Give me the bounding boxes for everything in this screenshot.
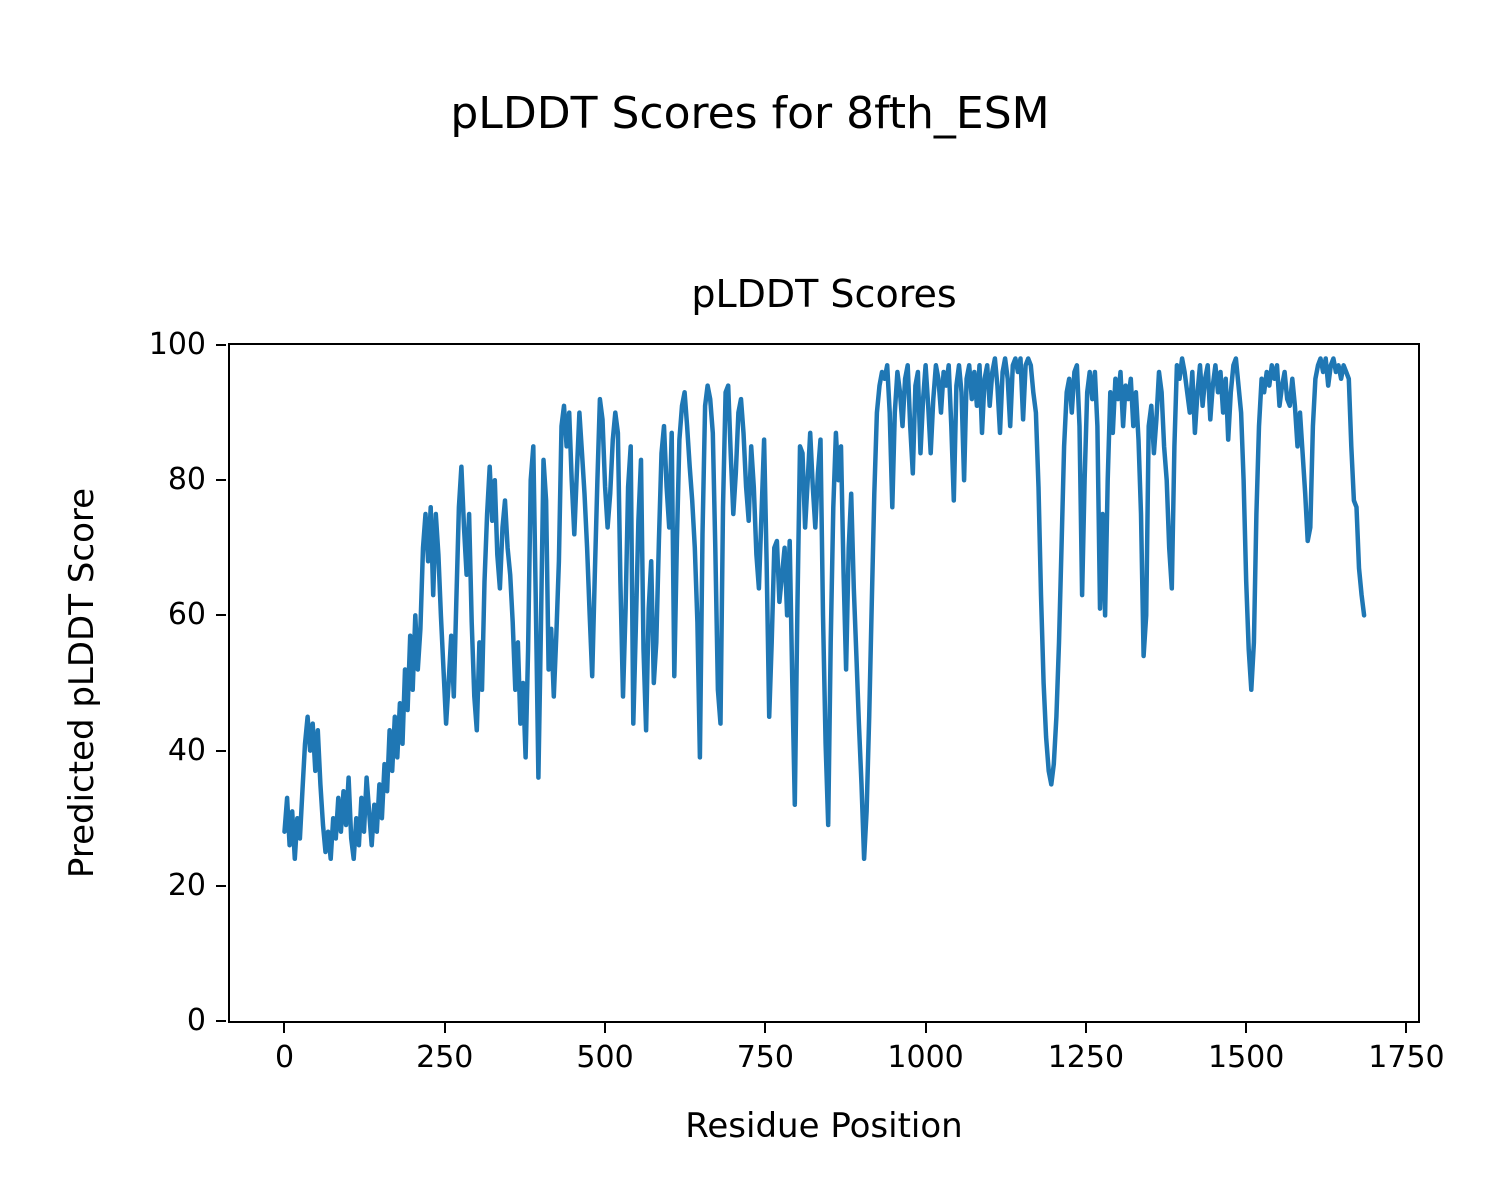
x-tick-label: 0 [274, 1040, 295, 1075]
x-tick-mark [924, 1023, 927, 1033]
y-tick-mark [216, 479, 226, 482]
x-tick-label: 1250 [1047, 1040, 1125, 1075]
axes-title: pLDDT Scores [691, 272, 957, 316]
y-tick-label: 100 [148, 327, 206, 362]
y-tick-mark [216, 1020, 226, 1022]
y-axis-label: Predicted pLDDT Score [62, 487, 102, 879]
y-tick-mark [216, 749, 226, 752]
x-tick-label: 250 [416, 1040, 474, 1075]
x-tick-mark [1405, 1023, 1408, 1033]
y-tick-mark [216, 884, 226, 887]
x-tick-mark [283, 1023, 286, 1033]
x-tick-mark [764, 1023, 767, 1033]
y-tick-mark [216, 614, 226, 617]
y-tick-label: 60 [167, 597, 206, 633]
plddt-line-chart [282, 356, 1367, 862]
figure-suptitle: pLDDT Scores for 8fth_ESM [450, 88, 1050, 139]
y-tick-label: 80 [167, 462, 206, 498]
x-tick-label: 1750 [1368, 1040, 1445, 1075]
y-tick-label: 40 [167, 732, 206, 768]
x-tick-label: 500 [576, 1040, 634, 1075]
plot-area [228, 343, 1420, 1023]
x-tick-mark [443, 1023, 446, 1033]
x-tick-label: 1500 [1207, 1040, 1285, 1075]
y-tick-label: 20 [167, 867, 206, 903]
y-tick-mark [216, 344, 226, 346]
x-axis-label: Residue Position [685, 1106, 963, 1146]
y-tick-label: 0 [186, 1003, 206, 1038]
x-tick-label: 1000 [887, 1040, 964, 1075]
plddt-line [282, 356, 1367, 862]
x-tick-mark [604, 1023, 607, 1033]
x-tick-label: 750 [736, 1040, 794, 1075]
x-tick-mark [1084, 1023, 1087, 1033]
x-tick-mark [1245, 1023, 1248, 1033]
